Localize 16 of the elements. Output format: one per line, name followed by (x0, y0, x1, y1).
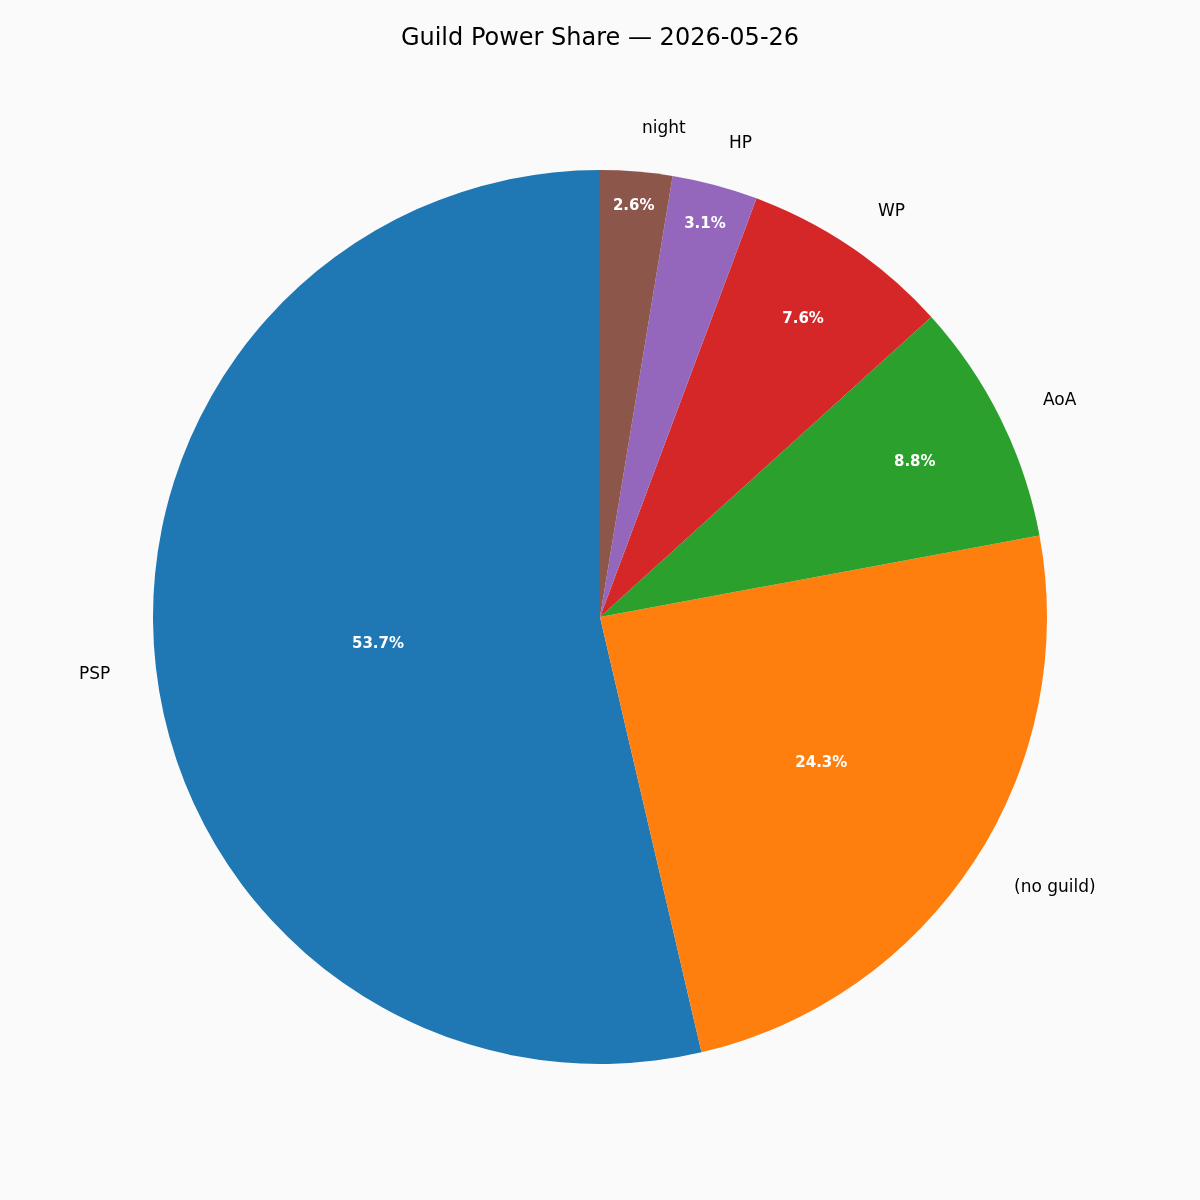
data-label: 3.1% (684, 214, 726, 233)
chart-title: Guild Power Share — 2026-05-26 (400, 23, 800, 52)
slice-label: AoA (1043, 389, 1077, 409)
data-label: 53.7% (351, 633, 404, 652)
slice-label: PSP (79, 663, 111, 683)
slice-label: HP (729, 132, 753, 152)
data-label: 2.6% (612, 196, 655, 215)
pie-slice (600, 175, 757, 617)
slice-label: WP (878, 200, 906, 220)
pie-slice (600, 170, 673, 617)
data-label: 24.3% (795, 752, 848, 771)
data-label: 8.8% (893, 452, 936, 471)
pie-slice (600, 535, 1047, 1053)
slice-label: (no guild) (1014, 876, 1096, 896)
slice-label: night (642, 117, 687, 137)
data-label: 7.6% (782, 308, 824, 327)
